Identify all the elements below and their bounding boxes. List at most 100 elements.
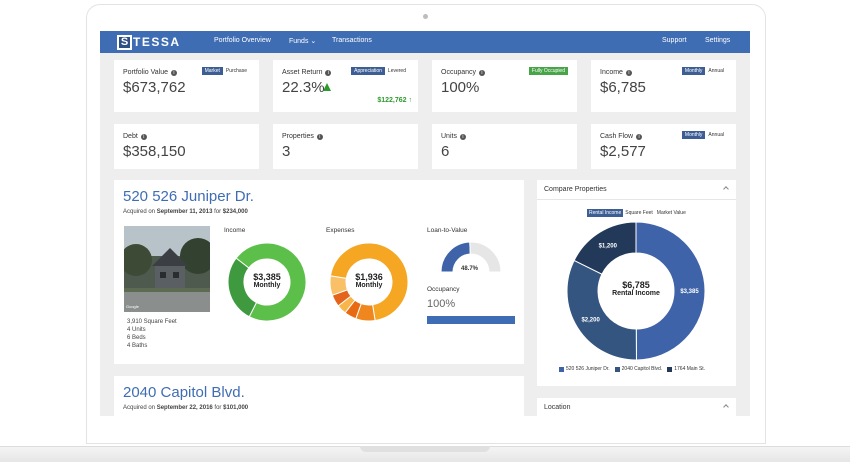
monthly-annual-toggle: Monthly Annual	[681, 131, 727, 139]
nav-support[interactable]: Support	[662, 37, 687, 44]
ltv-gauge[interactable]	[439, 238, 503, 278]
kpi-portfolio-value: Portfolio Value i Market Purchase $673,7…	[114, 60, 259, 112]
nav-portfolio-overview[interactable]: Portfolio Overview	[214, 37, 271, 44]
tab-market-value[interactable]: Market Value	[656, 210, 686, 216]
nav-funds[interactable]: Funds ⌄	[289, 38, 317, 45]
arrow-up-icon	[323, 83, 331, 91]
kpi-label: Properties i	[282, 133, 323, 140]
kpi-value: 6	[441, 143, 450, 160]
kpi-label: Units i	[441, 133, 466, 140]
kpi-asset-return: Asset Return i Appreciation Levered 22.3…	[273, 60, 418, 112]
webcam	[423, 14, 428, 19]
nav-transactions[interactable]: Transactions	[332, 37, 372, 44]
toggle-appreciation[interactable]: Appreciation	[351, 67, 385, 75]
expense-slice-0[interactable]	[329, 242, 409, 322]
compare-slice-1[interactable]	[566, 259, 637, 361]
kpi-debt: Debt i $358,150	[114, 124, 259, 169]
info-icon[interactable]: i	[325, 70, 332, 76]
stessa-logo[interactable]: S TESSA	[117, 33, 181, 51]
compare-slice-2[interactable]	[573, 221, 637, 275]
occupancy-bar	[427, 316, 515, 324]
kpi-value: $2,577	[600, 143, 646, 160]
slice-data-label: $3,385	[680, 289, 699, 295]
kpi-label: Cash Flow i	[600, 133, 643, 140]
status-badge: Fully Occupied	[528, 67, 568, 75]
panel-header[interactable]: Compare Properties	[537, 180, 736, 200]
income-label: Income	[224, 227, 246, 234]
toggle-monthly[interactable]: Monthly	[681, 131, 706, 139]
kpi-label: Income i	[600, 69, 632, 76]
fully-occupied-badge: Fully Occupied	[528, 67, 568, 75]
occupancy-label: Occupancy	[427, 286, 460, 293]
property-title[interactable]: 520 526 Juniper Dr.	[123, 188, 254, 205]
property-photo[interactable]: Google	[124, 226, 210, 312]
kpi-value: $673,762	[123, 79, 186, 96]
info-icon[interactable]: i	[478, 70, 485, 76]
spec-beds: 6 Beds	[127, 335, 146, 341]
expenses-label: Expenses	[326, 227, 355, 234]
expenses-donut[interactable]	[329, 242, 409, 322]
compare-donut-center: $6,785 Rental Income	[612, 280, 660, 297]
acquired-info: Acquired on September 22, 2016 for $101,…	[123, 405, 249, 411]
chevron-up-icon[interactable]	[723, 404, 729, 410]
chart-legend: 520 526 Juniper Dr. 2040 Capitol Blvd. 1…	[559, 366, 710, 372]
panel-header[interactable]: Location	[537, 398, 736, 416]
toggle-annual[interactable]: Annual	[708, 132, 724, 138]
kpi-value: 3	[282, 143, 291, 160]
toggle-purchase[interactable]: Purchase	[225, 68, 247, 74]
property-card: 520 526 Juniper Dr. Acquired on Septembe…	[114, 180, 524, 364]
tab-rental-income[interactable]: Rental Income	[587, 209, 624, 217]
compare-slice-0[interactable]	[635, 221, 706, 361]
property-title[interactable]: 2040 Capitol Blvd.	[123, 384, 245, 401]
kpi-income: Income i Monthly Annual $6,785	[591, 60, 736, 112]
toggle-market[interactable]: Market	[201, 67, 223, 75]
nav-settings[interactable]: Settings	[705, 37, 731, 44]
income-donut[interactable]	[227, 242, 307, 322]
legend-item[interactable]: 1764 Main St.	[667, 366, 705, 372]
kpi-value: 22.3%	[282, 79, 325, 96]
toggle-monthly[interactable]: Monthly	[681, 67, 706, 75]
property-card-2: 2040 Capitol Blvd. Acquired on September…	[114, 376, 524, 416]
info-icon[interactable]: i	[625, 70, 632, 76]
toggle-annual[interactable]: Annual	[708, 68, 724, 74]
panel-title: Compare Properties	[544, 186, 607, 193]
chevron-up-icon[interactable]	[723, 186, 729, 192]
legend-item[interactable]: 520 526 Juniper Dr.	[559, 366, 610, 372]
info-icon[interactable]: i	[140, 134, 147, 140]
top-nav: S TESSA Portfolio Overview Funds ⌄ Trans…	[100, 31, 750, 53]
info-icon[interactable]: i	[170, 70, 177, 76]
app-screen: S TESSA Portfolio Overview Funds ⌄ Trans…	[100, 31, 750, 416]
expense-slice-5[interactable]	[329, 275, 348, 296]
logo-text: TESSA	[133, 35, 181, 49]
kpi-units: Units i 6	[432, 124, 577, 169]
spec-units: 4 Units	[127, 327, 146, 333]
ltv-value: 48.7%	[461, 266, 479, 272]
market-purchase-toggle: Market Purchase	[201, 67, 250, 75]
location-panel: Location	[537, 398, 736, 416]
kpi-properties: Properties i 3	[273, 124, 418, 169]
logo-mark: S	[117, 34, 132, 50]
acquired-info: Acquired on September 11, 2013 for $234,…	[123, 209, 248, 215]
kpi-label: Debt i	[123, 133, 147, 140]
slice-data-label: $2,200	[581, 317, 600, 323]
compare-donut-chart[interactable]: $3,385 $2,200 $1,200	[566, 221, 706, 361]
spec-square-feet: 3,910 Square Feet	[127, 319, 177, 325]
tab-square-feet[interactable]: Square Feet	[625, 210, 653, 216]
kpi-label: Asset Return i	[282, 69, 332, 76]
legend-item[interactable]: 2040 Capitol Blvd.	[614, 366, 662, 372]
info-icon[interactable]: i	[459, 134, 466, 140]
toggle-levered[interactable]: Levered	[387, 68, 406, 74]
compare-tabs: Rental Income Square Feet Market Value	[587, 209, 688, 217]
income-slice-light[interactable]	[235, 242, 307, 322]
occupancy-value: 100%	[427, 298, 456, 310]
ltv-gauge-remaining[interactable]	[469, 241, 502, 273]
compare-properties-panel: Compare Properties Rental Income Square …	[537, 180, 736, 386]
laptop-notch	[360, 446, 490, 452]
info-icon[interactable]: i	[636, 134, 643, 140]
appreciation-levered-toggle: Appreciation Levered	[351, 67, 409, 75]
kpi-occupancy: Occupancy i Fully Occupied 100%	[432, 60, 577, 112]
spec-baths: 4 Baths	[127, 343, 148, 349]
kpi-value: $358,150	[123, 143, 186, 160]
info-icon[interactable]: i	[316, 134, 323, 140]
monthly-annual-toggle: Monthly Annual	[681, 67, 727, 75]
